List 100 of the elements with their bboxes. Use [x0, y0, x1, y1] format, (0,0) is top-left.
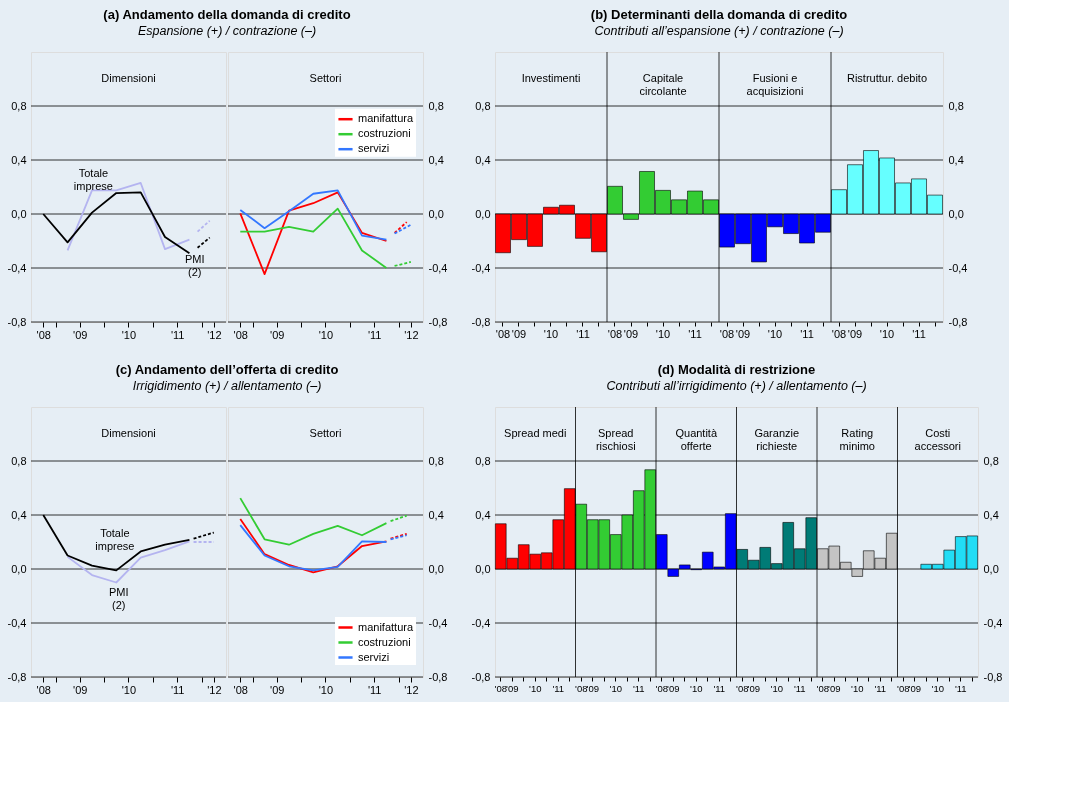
x-tick-label: '12	[207, 683, 222, 696]
x-tick-label: '11	[793, 682, 806, 694]
x-tick-label: '10	[851, 682, 864, 694]
annotation: Spread rischiosi	[595, 427, 636, 452]
x-tick-label: '08	[816, 682, 829, 694]
x-tick-label: '11	[713, 682, 726, 694]
y-tick-label: -0,8	[428, 670, 448, 683]
legend-label: manifattura	[358, 112, 414, 125]
line-series	[239, 207, 388, 269]
legend-label: costruzioni	[358, 127, 411, 140]
annotation: Rating minimo	[839, 427, 875, 452]
annotation: Costi accessori	[914, 427, 961, 452]
annotation: PMI (2)	[185, 252, 205, 278]
x-tick-label: '10	[121, 683, 137, 696]
x-tick-label: '10	[767, 327, 783, 340]
x-tick-label: '08	[719, 327, 735, 340]
y-tick-label: 0,8	[11, 99, 27, 112]
y-tick-label: 0,0	[475, 562, 491, 575]
x-tick-label: '10	[655, 327, 671, 340]
x-tick-label: '10	[879, 327, 895, 340]
x-tick-label: '10	[529, 682, 542, 694]
y-tick-label: -0,4	[7, 616, 27, 629]
annotation: Investimenti	[521, 72, 581, 84]
x-tick-label: '11	[912, 327, 926, 340]
legend-label: servizi	[358, 142, 390, 155]
x-tick-label: '09	[747, 682, 760, 694]
line-series	[66, 540, 191, 584]
annotation: Totale imprese	[95, 526, 135, 552]
x-tick-label: '09	[270, 683, 285, 696]
x-tick-label: '09	[511, 327, 527, 340]
line-series	[66, 182, 191, 252]
annotation: Settori	[309, 427, 342, 439]
y-tick-label: 0,0	[475, 207, 491, 220]
x-tick-label: '10	[318, 328, 334, 341]
x-tick-label: '11	[576, 327, 590, 340]
x-tick-label: '09	[506, 682, 519, 694]
chart-subtitle: Contributi all’espansione (+) / contrazione (–)	[594, 23, 844, 38]
y2-tick-label: 0,0	[983, 562, 999, 575]
x-tick-label: '09	[270, 328, 285, 341]
line-series	[239, 497, 388, 546]
annotation: Dimensioni	[101, 72, 156, 84]
x-tick-label: '08	[233, 328, 248, 341]
annotation: Garanzie richieste	[754, 427, 800, 452]
chart-subtitle: Irrigidimento (+) / allentamento (–)	[132, 379, 322, 393]
annotation: PMI (2)	[108, 586, 129, 612]
x-tick-label: '08	[36, 328, 51, 341]
x-tick-label: '10	[121, 328, 137, 341]
x-tick-label: '11	[170, 328, 185, 341]
y-tick-label: -0,8	[7, 670, 27, 683]
x-tick-label: '11	[367, 328, 382, 341]
x-tick-label: '10	[931, 682, 944, 694]
y2-tick-label: -0,8	[983, 670, 1003, 683]
chart-subtitle: Espansione (+) / contrazione (–)	[137, 24, 317, 38]
x-tick-label: '08	[494, 682, 507, 694]
y-tick-label: 0,0	[428, 562, 444, 575]
y-tick-label: -0,4	[471, 616, 491, 629]
x-tick-label: '11	[170, 683, 185, 696]
y-tick-label: 0,0	[11, 207, 27, 220]
y-tick-label: 0,8	[11, 454, 27, 467]
annotation: Spread medi	[504, 427, 567, 439]
y-tick-label: -0,8	[471, 670, 491, 683]
y2-tick-label: 0,0	[948, 207, 964, 220]
y-tick-label: 0,8	[475, 454, 491, 467]
x-tick-label: '08	[36, 683, 51, 696]
x-tick-label: '11	[874, 682, 887, 694]
chart-title: (a) Andamento della domanda di credito	[103, 7, 351, 22]
annotation: Totale imprese	[73, 166, 113, 192]
x-tick-label: '10	[690, 682, 703, 694]
x-tick-label: '09	[73, 683, 88, 696]
annotation: Quantità offerte	[675, 427, 718, 452]
x-tick-label: '11	[800, 327, 814, 340]
y-tick-label: 0,4	[428, 153, 444, 166]
chart-title: (c) Andamento dell’offerta di credito	[115, 362, 339, 377]
y-tick-label: 0,8	[428, 454, 444, 467]
x-tick-label: '08	[233, 683, 248, 696]
y-tick-label: -0,4	[7, 261, 27, 274]
y-tick-label: 0,0	[11, 562, 27, 575]
x-tick-label: '12	[207, 328, 222, 341]
x-tick-label: '09	[586, 682, 599, 694]
y2-tick-label: 0,4	[983, 508, 999, 521]
x-tick-label: '10	[770, 682, 783, 694]
x-tick-label: '11	[552, 682, 565, 694]
y-tick-label: 0,4	[475, 153, 491, 166]
x-tick-label: '08	[655, 682, 668, 694]
annotation: Capitale circolante	[639, 72, 687, 97]
y-tick-label: 0,4	[11, 508, 27, 521]
y-tick-label: -0,4	[428, 261, 448, 274]
legend-label: costruzioni	[358, 635, 411, 648]
y-tick-label: -0,8	[471, 315, 491, 328]
x-tick-label: '09	[828, 682, 841, 694]
x-tick-label: '12	[404, 683, 419, 696]
x-tick-label: '10	[609, 682, 622, 694]
x-tick-label: '08	[495, 327, 511, 340]
x-tick-label: '09	[735, 327, 751, 340]
y2-tick-label: 0,8	[983, 454, 999, 467]
y-tick-label: -0,8	[7, 315, 27, 328]
line-series	[239, 189, 388, 241]
x-tick-label: '10	[318, 683, 334, 696]
x-tick-label: '11	[367, 683, 382, 696]
chart-title: (b) Determinanti della domanda di credito	[590, 6, 848, 22]
